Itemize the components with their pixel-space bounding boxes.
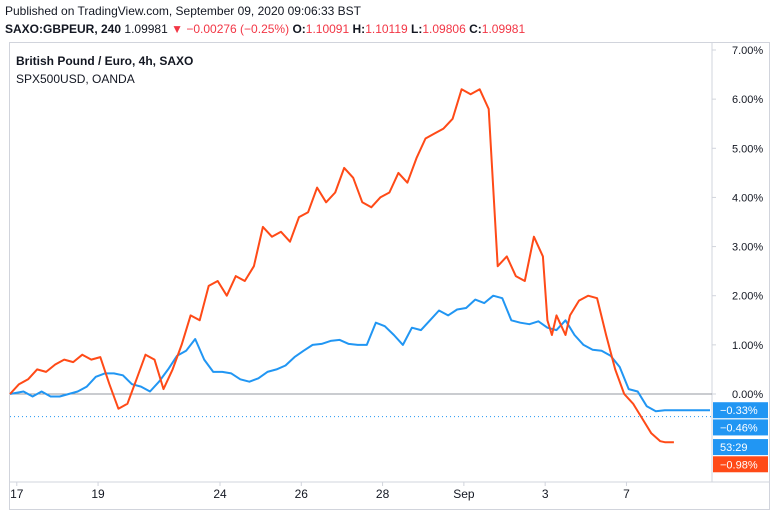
x-tick-label: 7 (623, 487, 630, 501)
y-tick-label: 1.00% (732, 340, 763, 352)
spx-pct-badge-bg (713, 419, 768, 436)
y-tick-label: 2.00% (732, 291, 763, 303)
close-value: 1.09981 (481, 22, 526, 36)
spx-pct-badge: −0.46% (713, 419, 768, 436)
y-tick-label: 7.00% (732, 45, 763, 57)
last-price: 1.09981 (124, 22, 168, 36)
x-tick-label: 3 (542, 487, 549, 501)
y-tick-label: 6.00% (732, 94, 763, 106)
gbpeur-pct-badge-bg (713, 402, 768, 419)
countdown-badge-text: 53:29 (720, 442, 748, 454)
high-label: H: (352, 22, 366, 36)
low-label: L: (411, 22, 423, 36)
compare-series-legend[interactable]: SPX500USD, OANDA (16, 72, 135, 86)
symbol-label: SAXO:GBPEUR, 240 (5, 22, 122, 36)
high-value: 1.10119 (365, 22, 408, 36)
last-pct-badge-bg (713, 456, 768, 473)
x-tick-label: 28 (376, 487, 390, 501)
gbpeur-pct-badge: −0.33% (713, 402, 768, 419)
gbpeur-line (9, 294, 710, 413)
low-value: 1.09806 (422, 22, 466, 36)
y-tick-label: 4.00% (732, 192, 763, 204)
x-tick-label: 19 (91, 487, 105, 501)
spx500-line (9, 88, 674, 444)
last-pct-badge-text: −0.98% (720, 459, 758, 471)
countdown-badge-bg (713, 439, 768, 456)
x-tick-label: 17 (10, 487, 24, 501)
last-pct-badge: −0.98% (713, 456, 768, 473)
gbpeur-pct-badge-text: −0.33% (720, 405, 758, 417)
main-series-legend[interactable]: British Pound / Euro, 4h, SAXO (16, 54, 194, 68)
chart-frame[interactable] (9, 42, 770, 510)
x-tick-label: 26 (295, 487, 309, 501)
countdown-badge: 53:29 (713, 439, 768, 456)
ohlc-line: SAXO:GBPEUR, 240 1.09981 ▼ −0.00276 (−0.… (5, 22, 525, 36)
open-label: O: (292, 22, 306, 36)
x-tick-label: Sep (453, 487, 475, 501)
close-label: C: (469, 22, 482, 36)
y-tick-label: 0.00% (732, 389, 763, 401)
spx-pct-badge-text: −0.46% (720, 422, 758, 434)
y-tick-label: 3.00% (732, 242, 763, 254)
x-tick-label: 24 (213, 487, 227, 501)
published-note: Published on TradingView.com, September … (5, 4, 362, 18)
y-tick-label: 5.00% (732, 143, 763, 155)
chart-header: Published on TradingView.com, September … (0, 0, 775, 42)
price-change: ▼ −0.00276 (−0.25%) (171, 22, 290, 36)
open-value: 1.10091 (305, 22, 350, 36)
